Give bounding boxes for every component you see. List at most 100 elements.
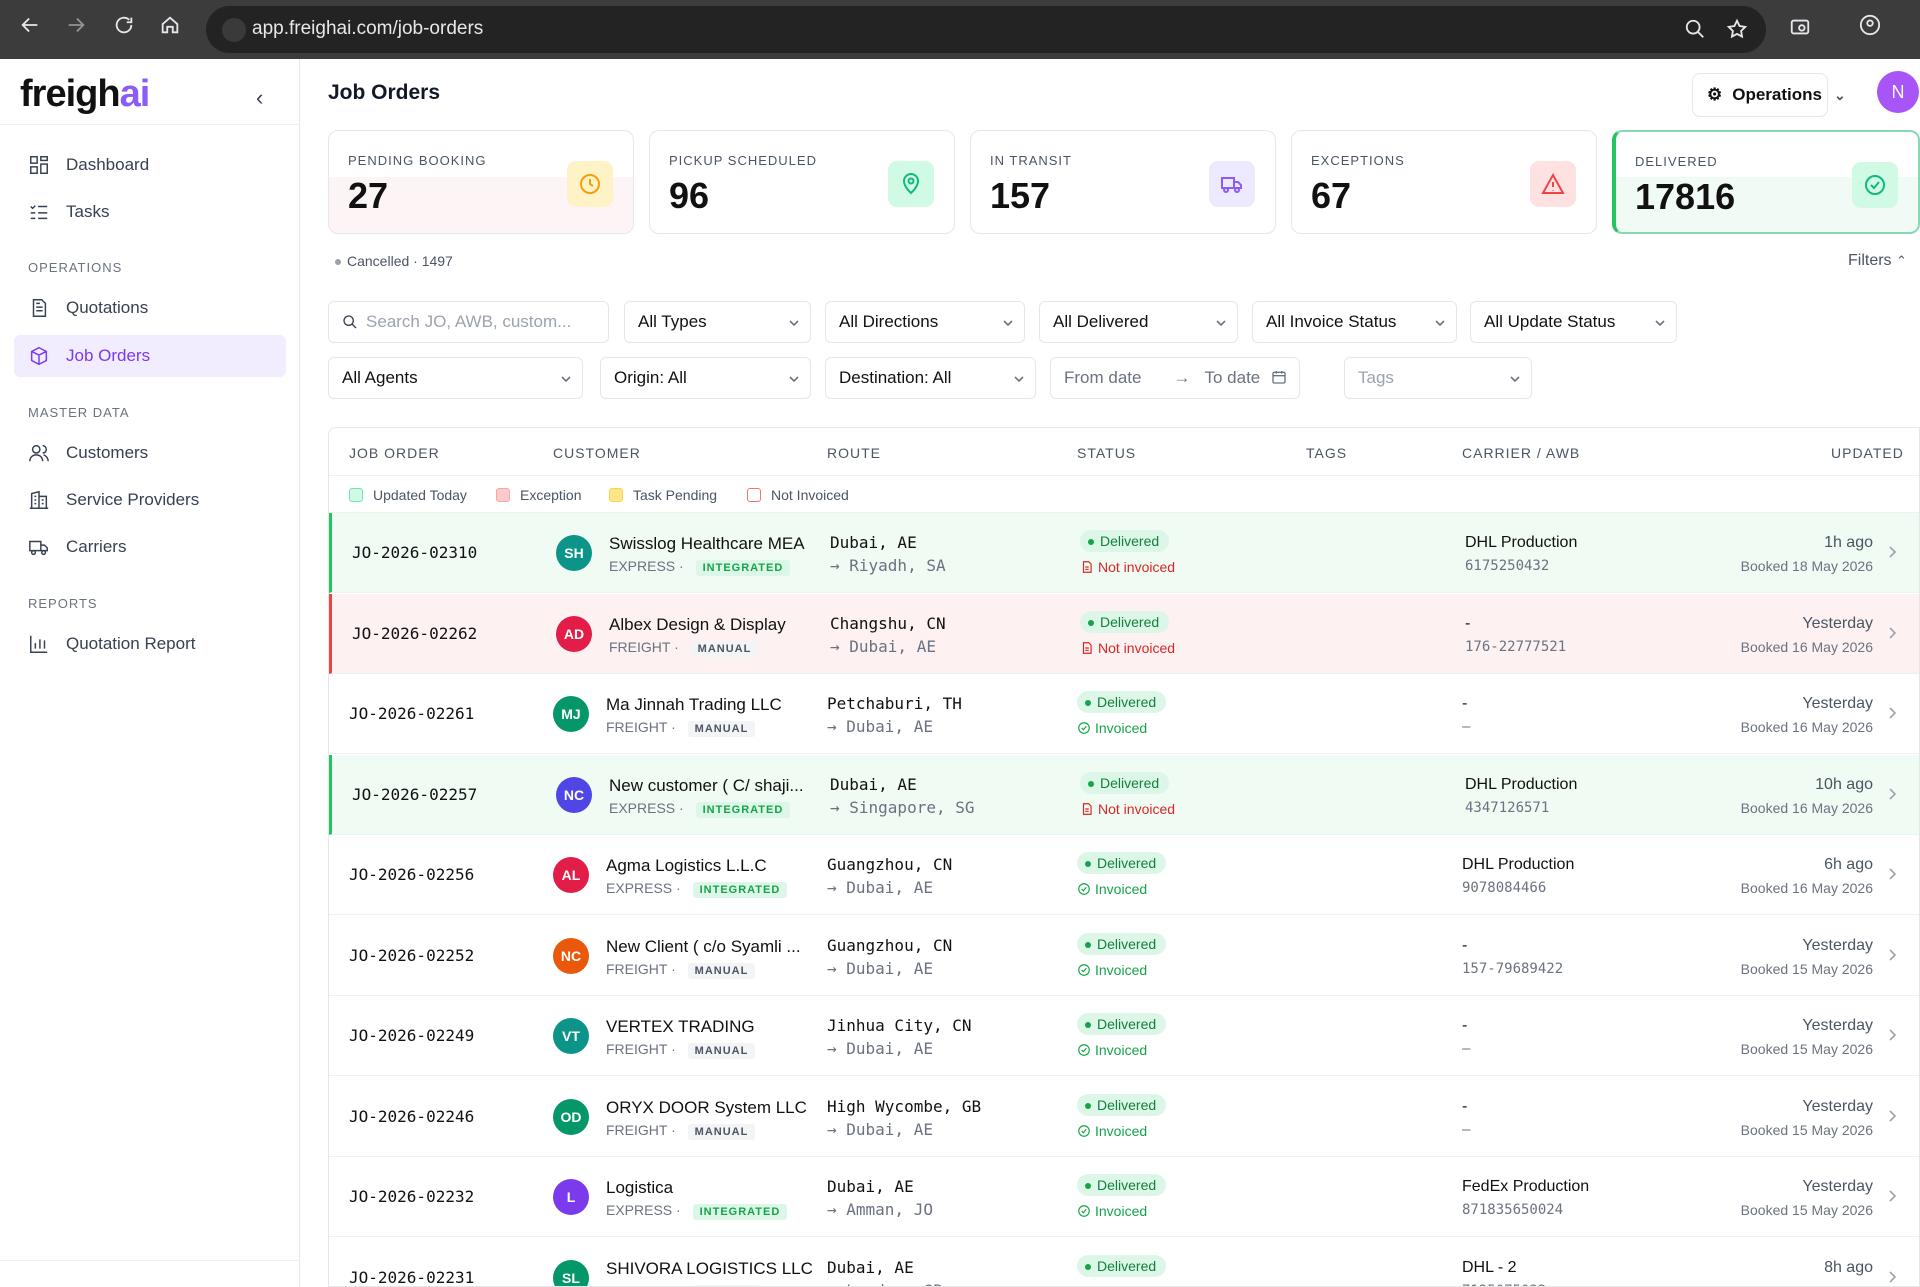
- update-status-filter-select[interactable]: All Update Status: [1470, 301, 1677, 343]
- sidebar-item-quotations[interactable]: Quotations: [14, 287, 286, 329]
- origin-filter-select[interactable]: Origin: All: [600, 357, 811, 399]
- awb-number: —: [1462, 1041, 1471, 1057]
- table-row[interactable]: JO-2026-02249 VT VERTEX TRADING FREIGHT · M…: [329, 996, 1919, 1076]
- chevron-right-icon[interactable]: [1887, 786, 1899, 802]
- job-order-id[interactable]: JO-2026-02232: [349, 1187, 475, 1206]
- job-order-id[interactable]: JO-2026-02252: [349, 945, 475, 965]
- filters-toggle[interactable]: Filters ⌃: [1848, 252, 1907, 269]
- brand-logo[interactable]: freighai: [20, 73, 150, 115]
- invoice-status-filter-select[interactable]: All Invoice Status: [1252, 301, 1457, 343]
- forward-arrow-icon[interactable]: [62, 14, 90, 42]
- section-heading-master-data: MASTER DATA: [28, 405, 130, 420]
- kpi-card-in-transit[interactable]: IN TRANSIT 157: [970, 130, 1276, 234]
- kpi-card-delivered[interactable]: DELIVERED 17816: [1612, 130, 1920, 234]
- carrier-name: FedEx Production: [1462, 1178, 1590, 1195]
- table-row[interactable]: JO-2026-02261 MJ Ma Jinnah Trading LLC FREI…: [329, 674, 1919, 754]
- job-order-id[interactable]: JO-2026-02261: [349, 704, 475, 723]
- collapse-sidebar-icon[interactable]: ‹: [256, 85, 264, 110]
- column-header-updated[interactable]: UPDATED: [1831, 445, 1904, 461]
- chevron-down-icon: [1002, 314, 1013, 327]
- column-header-carrier-awb[interactable]: CARRIER / AWB: [1462, 445, 1581, 461]
- job-order-id[interactable]: JO-2026-02256: [349, 865, 475, 884]
- operations-menu-button[interactable]: ⚙ Operations ⌄: [1692, 73, 1846, 117]
- sidebar-item-label: Carriers: [66, 537, 127, 556]
- sidebar-item-customers[interactable]: Customers: [14, 432, 286, 474]
- sidebar-item-tasks[interactable]: Tasks: [14, 191, 286, 233]
- sidebar-item-dashboard[interactable]: Dashboard: [14, 144, 286, 186]
- table-row[interactable]: JO-2026-02252 NC New Client ( c/o Syamli .…: [329, 915, 1919, 996]
- home-icon[interactable]: [156, 14, 184, 42]
- updated-time: Yesterday: [1802, 1017, 1873, 1034]
- sidebar-item-service-providers[interactable]: Service Providers: [14, 479, 286, 521]
- user-avatar[interactable]: N: [1877, 71, 1919, 113]
- job-order-id[interactable]: JO-2026-02249: [349, 1026, 475, 1045]
- booked-date: Booked 15 May 2026: [1740, 960, 1873, 977]
- address-bar[interactable]: app.freighai.com/job-orders: [206, 6, 1766, 53]
- carrier-name: DHL Production: [1465, 534, 1578, 551]
- kpi-card-pending-booking[interactable]: PENDING BOOKING 27: [328, 130, 634, 234]
- column-header-job-order[interactable]: JOB ORDER: [349, 445, 440, 461]
- column-header-route[interactable]: ROUTE: [827, 445, 881, 461]
- profile-icon[interactable]: [1856, 14, 1884, 42]
- chevron-down-icon: [1434, 314, 1445, 327]
- chevron-right-icon[interactable]: [1887, 544, 1899, 560]
- delivered-filter-select[interactable]: All Delivered: [1039, 301, 1238, 343]
- table-row[interactable]: JO-2026-02257 NC New customer ( C/ shaji..…: [329, 754, 1919, 835]
- back-arrow-icon[interactable]: [16, 14, 44, 42]
- customer-name: SHIVORA LOGISTICS LLC: [606, 1258, 813, 1278]
- kpi-card-exceptions[interactable]: EXCEPTIONS 67: [1291, 130, 1597, 234]
- status-badge: Delivered: [1077, 691, 1167, 713]
- table-row[interactable]: JO-2026-02246 OD ORYX DOOR System LLC FREIG…: [329, 1076, 1919, 1157]
- date-range-picker[interactable]: From date → To date: [1050, 357, 1300, 399]
- search-input[interactable]: Search JO, AWB, custom...: [328, 301, 609, 343]
- job-order-id[interactable]: JO-2026-02231: [349, 1267, 475, 1287]
- legend-item: Updated Today: [349, 487, 467, 503]
- carrier-name: -: [1462, 1097, 1468, 1115]
- reload-icon[interactable]: [110, 14, 138, 42]
- direction-filter-select[interactable]: All Directions: [825, 301, 1025, 343]
- sidebar-item-job-orders[interactable]: Job Orders: [14, 335, 286, 377]
- job-order-id[interactable]: JO-2026-02257: [352, 784, 478, 804]
- kpi-card-pickup-scheduled[interactable]: PICKUP SCHEDULED 96: [649, 130, 955, 234]
- destination-filter-select[interactable]: Destination: All: [825, 357, 1036, 399]
- job-order-id[interactable]: JO-2026-02310: [352, 543, 478, 562]
- customer-avatar: NC: [553, 937, 589, 974]
- booked-date: Booked 15 May 2026: [1740, 1202, 1873, 1218]
- chevron-right-icon[interactable]: [1887, 705, 1899, 721]
- chevron-right-icon[interactable]: [1887, 1027, 1899, 1043]
- table-row[interactable]: JO-2026-02231 SL SHIVORA LOGISTICS LLC EXPR…: [329, 1237, 1919, 1287]
- updated-time: Yesterday: [1802, 1097, 1873, 1115]
- chevron-right-icon[interactable]: [1887, 947, 1899, 963]
- from-date-input[interactable]: From date: [1064, 368, 1142, 387]
- url-text[interactable]: app.freighai.com/job-orders: [252, 18, 484, 39]
- type-filter-select[interactable]: All Types: [624, 301, 811, 343]
- invoice-status: Invoiced: [1077, 1284, 1147, 1286]
- building-icon: [29, 490, 49, 509]
- to-date-input[interactable]: To date: [1204, 368, 1261, 387]
- bookmark-star-icon[interactable]: [1726, 18, 1748, 45]
- tab-search-icon[interactable]: [1786, 16, 1814, 44]
- column-header-tags[interactable]: TAGS: [1306, 445, 1348, 461]
- chevron-right-icon[interactable]: [1887, 1108, 1899, 1124]
- job-order-id[interactable]: JO-2026-02262: [352, 623, 478, 643]
- chevron-right-icon[interactable]: [1887, 625, 1899, 641]
- table-row[interactable]: JO-2026-02310 SH Swisslog Healthcare MEA EX…: [329, 513, 1919, 593]
- sidebar-item-carriers[interactable]: Carriers: [14, 526, 286, 568]
- table-row[interactable]: JO-2026-02232 L Logistica EXPRESS · INTEGRA…: [329, 1157, 1919, 1237]
- job-order-id[interactable]: JO-2026-02246: [349, 1106, 475, 1126]
- agent-filter-select[interactable]: All Agents: [328, 357, 583, 399]
- column-header-status[interactable]: STATUS: [1077, 445, 1137, 461]
- chevron-right-icon[interactable]: [1887, 1269, 1899, 1285]
- chevron-right-icon[interactable]: [1887, 1188, 1899, 1204]
- zoom-icon[interactable]: [1684, 18, 1706, 45]
- operations-label: Operations: [1732, 85, 1822, 104]
- chevron-right-icon[interactable]: [1887, 866, 1899, 882]
- tags-filter-select[interactable]: Tags: [1344, 357, 1532, 399]
- column-header-customer[interactable]: CUSTOMER: [553, 445, 641, 461]
- table-row[interactable]: JO-2026-02262 AD Albex Design & Display FRE…: [329, 593, 1919, 674]
- cancelled-count[interactable]: Cancelled · 1497: [335, 253, 453, 269]
- kpi-label: IN TRANSIT: [990, 153, 1072, 168]
- sidebar-item-quotation-report[interactable]: Quotation Report: [14, 623, 286, 665]
- table-row[interactable]: JO-2026-02256 AL Agma Logistics L.L.C EXPRE…: [329, 835, 1919, 915]
- site-settings-icon[interactable]: [222, 18, 246, 42]
